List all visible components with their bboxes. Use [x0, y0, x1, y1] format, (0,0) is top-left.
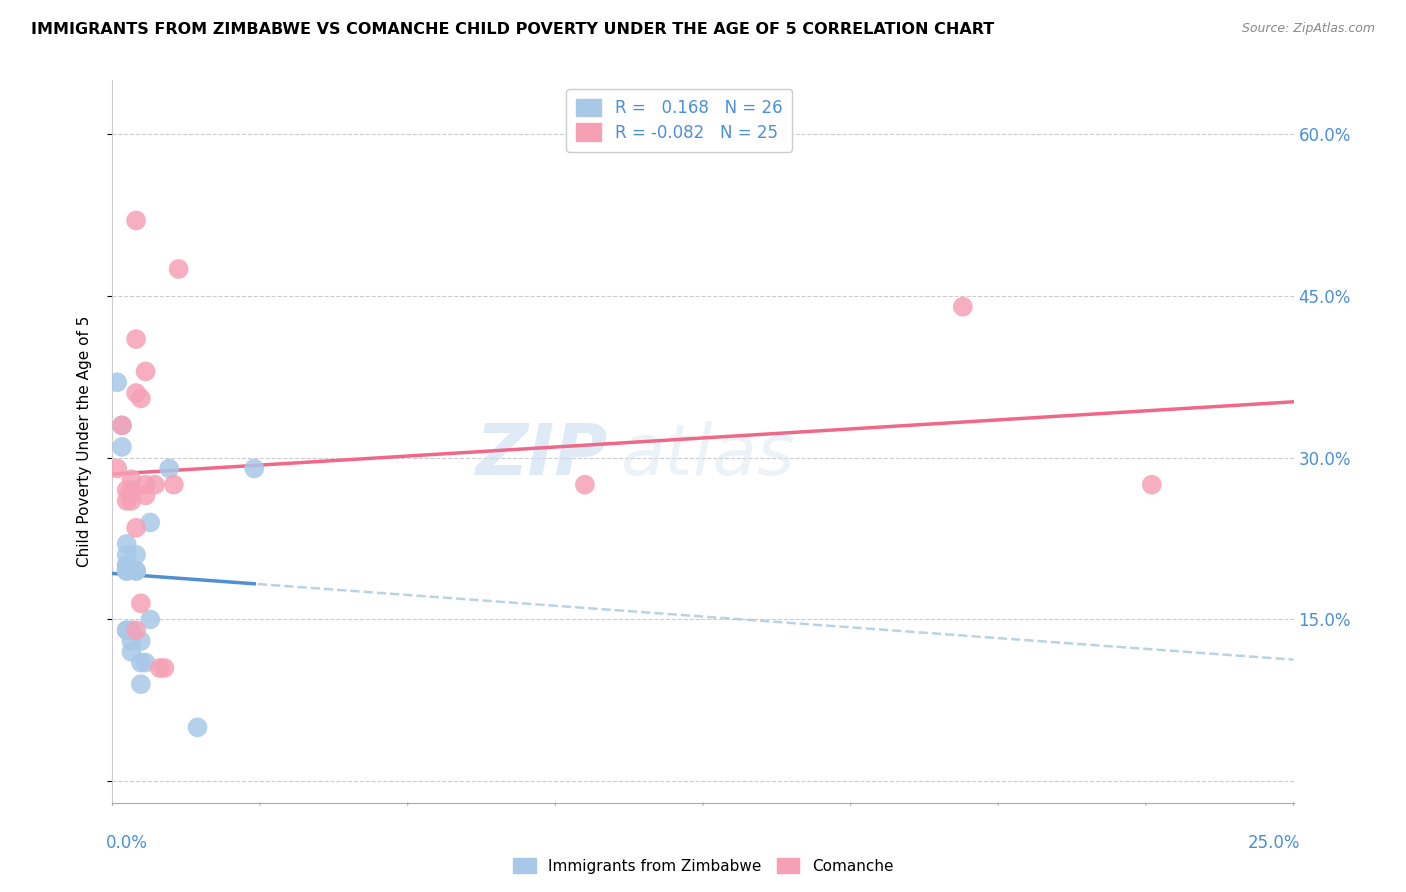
- Point: [115, 558, 138, 573]
- Point: [115, 564, 138, 578]
- Point: [149, 661, 172, 675]
- Legend: R =   0.168   N = 26, R = -0.082   N = 25: R = 0.168 N = 26, R = -0.082 N = 25: [567, 88, 793, 152]
- Point: [111, 418, 134, 433]
- Y-axis label: Child Poverty Under the Age of 5: Child Poverty Under the Age of 5: [77, 316, 91, 567]
- Point: [135, 364, 157, 378]
- Point: [163, 477, 186, 491]
- Text: atlas: atlas: [620, 422, 794, 491]
- Point: [125, 548, 148, 562]
- Point: [135, 656, 157, 670]
- Point: [167, 262, 190, 277]
- Point: [111, 440, 134, 454]
- Point: [143, 477, 166, 491]
- Point: [139, 612, 162, 626]
- Point: [115, 624, 138, 638]
- Point: [153, 661, 176, 675]
- Point: [120, 645, 142, 659]
- Point: [135, 477, 157, 491]
- Point: [125, 564, 148, 578]
- Point: [120, 472, 142, 486]
- Legend: Immigrants from Zimbabwe, Comanche: Immigrants from Zimbabwe, Comanche: [506, 852, 900, 880]
- Point: [115, 493, 138, 508]
- Point: [115, 483, 138, 497]
- Point: [115, 624, 138, 638]
- Point: [105, 461, 128, 475]
- Point: [574, 477, 596, 491]
- Point: [125, 386, 148, 401]
- Text: 25.0%: 25.0%: [1249, 834, 1301, 852]
- Point: [139, 516, 162, 530]
- Point: [105, 376, 128, 390]
- Point: [1140, 477, 1163, 491]
- Point: [125, 521, 148, 535]
- Point: [129, 392, 152, 406]
- Point: [115, 564, 138, 578]
- Text: 0.0%: 0.0%: [105, 834, 148, 852]
- Point: [135, 488, 157, 502]
- Point: [115, 558, 138, 573]
- Point: [115, 548, 138, 562]
- Text: ZIP: ZIP: [477, 422, 609, 491]
- Point: [952, 300, 974, 314]
- Point: [129, 634, 152, 648]
- Point: [129, 596, 152, 610]
- Point: [129, 677, 152, 691]
- Point: [157, 461, 180, 475]
- Point: [120, 483, 142, 497]
- Text: Source: ZipAtlas.com: Source: ZipAtlas.com: [1241, 22, 1375, 36]
- Point: [129, 656, 152, 670]
- Point: [115, 537, 138, 551]
- Point: [111, 418, 134, 433]
- Point: [120, 493, 142, 508]
- Point: [125, 564, 148, 578]
- Point: [125, 213, 148, 227]
- Point: [120, 634, 142, 648]
- Point: [186, 720, 208, 734]
- Point: [125, 332, 148, 346]
- Text: IMMIGRANTS FROM ZIMBABWE VS COMANCHE CHILD POVERTY UNDER THE AGE OF 5 CORRELATIO: IMMIGRANTS FROM ZIMBABWE VS COMANCHE CHI…: [31, 22, 994, 37]
- Point: [243, 461, 266, 475]
- Point: [120, 624, 142, 638]
- Point: [125, 624, 148, 638]
